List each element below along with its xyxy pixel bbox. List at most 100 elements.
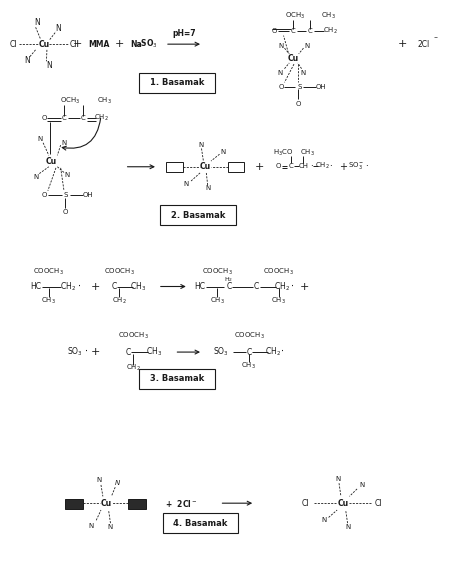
- Bar: [160, 205, 236, 226]
- Bar: [166, 162, 182, 172]
- Text: SO$_3$: SO$_3$: [212, 346, 228, 358]
- Text: Cl: Cl: [69, 40, 77, 49]
- Text: +: +: [90, 347, 100, 357]
- Text: N: N: [220, 150, 226, 155]
- Text: Cl: Cl: [10, 40, 17, 49]
- Text: C: C: [288, 163, 292, 168]
- Text: 4. Basamak: 4. Basamak: [173, 519, 227, 528]
- Text: SO$_3$: SO$_3$: [67, 346, 83, 358]
- Text: H$_2$: H$_2$: [224, 275, 233, 284]
- Text: CH$_2$: CH$_2$: [60, 280, 76, 293]
- Text: CH$_3$: CH$_3$: [41, 296, 56, 306]
- Text: C: C: [307, 28, 312, 34]
- Text: COOCH$_3$: COOCH$_3$: [263, 267, 294, 277]
- Text: $\cdot$: $\cdot$: [289, 280, 293, 290]
- Text: N: N: [198, 142, 203, 148]
- Bar: [228, 162, 244, 172]
- Text: COOCH$_3$: COOCH$_3$: [201, 267, 232, 277]
- Text: CH$_3$: CH$_3$: [320, 10, 336, 21]
- Text: N: N: [304, 43, 309, 49]
- Text: $^-$: $^-$: [431, 36, 437, 41]
- Text: C: C: [81, 115, 86, 121]
- Text: N: N: [61, 140, 67, 146]
- Text: O: O: [41, 193, 47, 198]
- Text: OCH$_3$: OCH$_3$: [60, 96, 80, 106]
- Text: N: N: [358, 482, 364, 488]
- Text: COOCH$_3$: COOCH$_3$: [33, 267, 64, 277]
- Text: pH=7: pH=7: [172, 29, 195, 38]
- Text: N: N: [38, 136, 43, 142]
- Text: Cu: Cu: [337, 499, 347, 508]
- Text: +  2Cl$^-$: + 2Cl$^-$: [165, 498, 198, 509]
- Text: SO$_3^-$: SO$_3^-$: [347, 160, 364, 171]
- Text: 3. Basamak: 3. Basamak: [149, 374, 204, 383]
- Text: COOCH$_3$: COOCH$_3$: [103, 267, 134, 277]
- Bar: [65, 499, 83, 509]
- Text: CH$_2$: CH$_2$: [314, 160, 329, 171]
- Text: Na: Na: [130, 40, 142, 49]
- Text: N: N: [300, 70, 306, 76]
- Text: COOCH$_3$: COOCH$_3$: [233, 331, 264, 341]
- Text: C: C: [62, 115, 67, 121]
- Text: O: O: [41, 115, 47, 121]
- Text: N: N: [205, 186, 210, 191]
- Text: COOCH$_3$: COOCH$_3$: [118, 331, 149, 341]
- Text: N: N: [64, 172, 69, 178]
- Text: O: O: [62, 209, 68, 215]
- Text: Cu: Cu: [46, 156, 57, 166]
- Text: $\cdot$: $\cdot$: [84, 346, 88, 355]
- Text: Cu: Cu: [287, 54, 298, 63]
- Text: N: N: [33, 174, 38, 180]
- Text: $\cdot$: $\cdot$: [328, 159, 332, 168]
- Text: N: N: [335, 476, 340, 482]
- Text: $\cdot$: $\cdot$: [77, 280, 80, 290]
- Text: N: N: [89, 523, 94, 529]
- Text: N: N: [344, 524, 349, 530]
- Text: S: S: [297, 84, 301, 90]
- Text: +: +: [90, 281, 100, 292]
- Text: +: +: [255, 162, 264, 172]
- Text: O: O: [276, 163, 281, 168]
- Text: +: +: [299, 281, 309, 292]
- Text: N: N: [46, 61, 51, 70]
- Text: S: S: [64, 193, 68, 198]
- Text: OCH$_3$: OCH$_3$: [285, 10, 305, 21]
- Text: C: C: [290, 28, 295, 34]
- Text: CH$_2$: CH$_2$: [111, 296, 126, 306]
- Text: $\cdot$: $\cdot$: [279, 346, 284, 355]
- Text: $\cdot$: $\cdot$: [309, 159, 313, 168]
- Text: $\cdot$: $\cdot$: [364, 159, 368, 168]
- Text: N: N: [107, 524, 112, 530]
- Text: C: C: [111, 282, 116, 291]
- Text: O: O: [278, 84, 283, 90]
- Text: +: +: [397, 39, 406, 49]
- Bar: [139, 368, 214, 389]
- Text: +: +: [338, 162, 346, 172]
- Text: OH: OH: [82, 193, 93, 198]
- Text: 2Cl: 2Cl: [416, 40, 429, 49]
- Text: CH$_3$: CH$_3$: [146, 346, 162, 358]
- Text: N: N: [183, 181, 188, 187]
- Text: O: O: [295, 101, 300, 107]
- Text: N: N: [115, 480, 120, 486]
- Text: C: C: [126, 348, 131, 356]
- Text: $_2$SO$_3$: $_2$SO$_3$: [137, 38, 158, 50]
- Text: 1. Basamak: 1. Basamak: [149, 79, 204, 88]
- Text: N: N: [34, 18, 40, 27]
- Text: OH: OH: [315, 84, 325, 90]
- Text: CH$_2$: CH$_2$: [274, 280, 289, 293]
- Text: MMA: MMA: [88, 40, 109, 49]
- Text: CH$_2$: CH$_2$: [126, 363, 140, 373]
- Text: Cu: Cu: [39, 40, 50, 49]
- Bar: [128, 499, 146, 509]
- Text: HC: HC: [30, 282, 41, 291]
- Text: CH$_2$: CH$_2$: [94, 113, 109, 123]
- Text: Cl: Cl: [374, 499, 381, 508]
- Text: N: N: [25, 56, 30, 65]
- Text: CH$_3$: CH$_3$: [241, 361, 256, 371]
- Text: N: N: [277, 70, 282, 76]
- Text: CH$_3$: CH$_3$: [97, 96, 112, 106]
- Text: +: +: [115, 39, 124, 49]
- Text: N: N: [55, 23, 61, 33]
- Text: CH$_3$: CH$_3$: [130, 280, 146, 293]
